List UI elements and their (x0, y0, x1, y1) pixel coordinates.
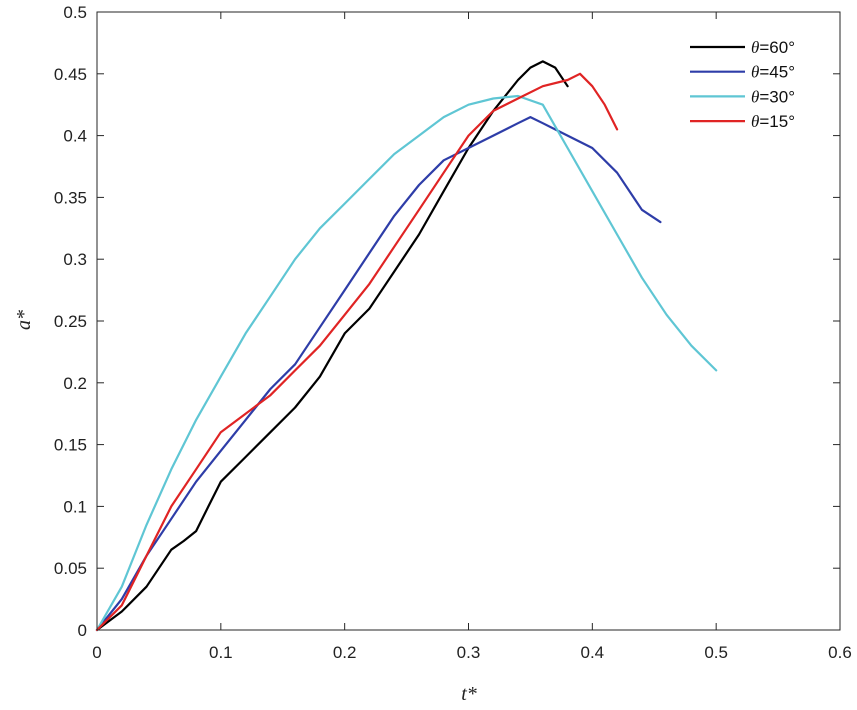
y-tick-label: 0.15 (54, 436, 87, 455)
x-tick-label: 0 (92, 643, 101, 662)
x-axis-label: t* (461, 683, 477, 705)
legend-angle-value: =30° (759, 87, 795, 106)
legend-angle-value: =60° (759, 38, 795, 57)
plot-area (96, 11, 841, 631)
y-tick-label: 0.05 (54, 559, 87, 578)
legend-label-2: θ=45° (751, 63, 795, 82)
legend-angle-value: =15° (759, 112, 795, 131)
x-tick-label: 0.6 (828, 643, 852, 662)
y-tick-label: 0.5 (63, 3, 87, 22)
y-tick-label: 0.35 (54, 188, 87, 207)
series-layer (95, 60, 718, 632)
x-tick-label: 0.4 (581, 643, 605, 662)
series-line-4 (95, 72, 619, 632)
y-tick-label: 0.4 (63, 127, 87, 146)
series-line-2 (95, 115, 662, 632)
legend-angle-value: =45° (759, 63, 795, 82)
legend-label-1: θ=60° (751, 38, 795, 57)
legend: θ=60°θ=45°θ=30°θ=15° (690, 38, 795, 131)
x-tick-label: 0.5 (704, 643, 728, 662)
y-tick-label: 0.45 (54, 65, 87, 84)
legend-label-4: θ=15° (751, 112, 795, 131)
legend-theta-symbol: θ (751, 63, 759, 82)
y-tick-label: 0.1 (63, 497, 87, 516)
y-tick-label: 0.2 (63, 374, 87, 393)
y-tick-label: 0 (78, 621, 87, 640)
legend-label-3: θ=30° (751, 87, 795, 106)
legend-theta-symbol: θ (751, 38, 759, 57)
x-tick-label: 0.2 (333, 643, 357, 662)
series-line-1 (95, 60, 569, 632)
y-tick-label: 0.25 (54, 312, 87, 331)
legend-theta-symbol: θ (751, 112, 759, 131)
y-tick-label: 0.3 (63, 250, 87, 269)
axes-layer: 0 0.1 0.2 0.3 0.4 0.5 0.6 0 0.05 0.1 0.15 0.2 0.25 0.… (54, 3, 852, 662)
legend-theta-symbol: θ (751, 87, 759, 106)
y-axis-label: a* (13, 310, 35, 330)
plot-frame (96, 11, 841, 631)
x-tick-label: 0.1 (209, 643, 233, 662)
x-tick-label: 0.3 (457, 643, 481, 662)
series-line-3 (95, 94, 718, 632)
